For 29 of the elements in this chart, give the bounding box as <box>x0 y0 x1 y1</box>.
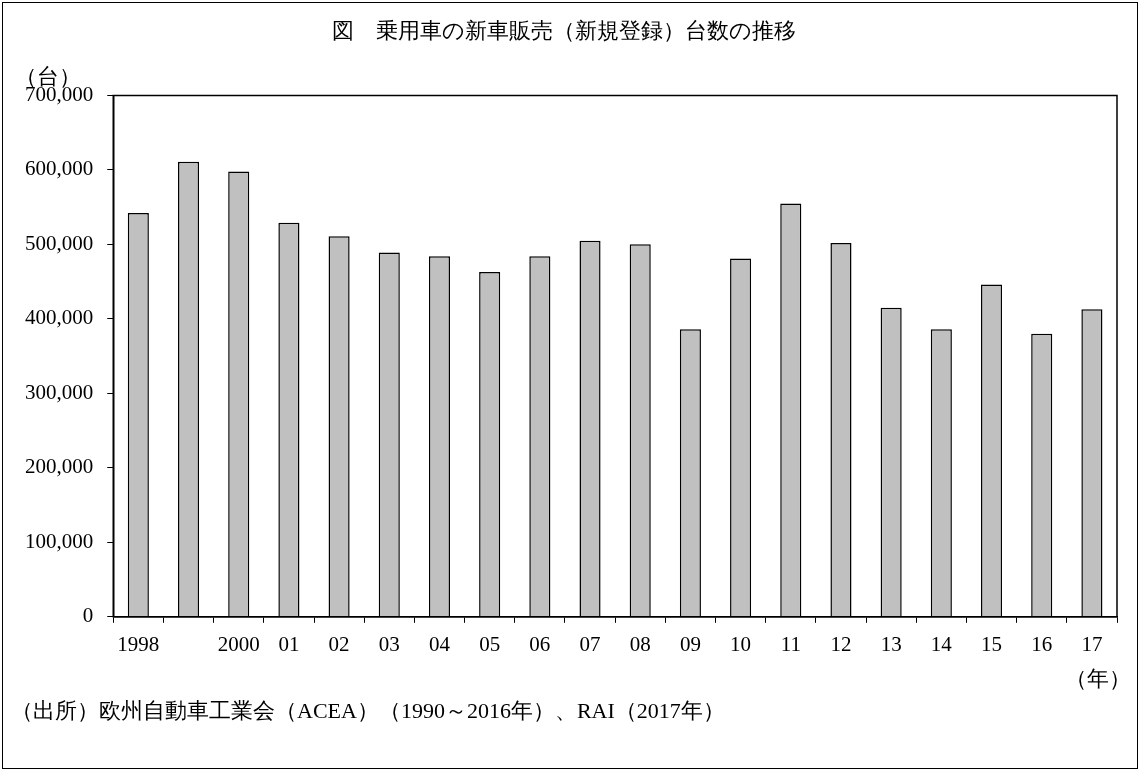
text: （出所）欧州自動車工業会（ACEA）（1990～2016年）、RAI（2017年） <box>11 697 725 723</box>
y-tick-label: 400,000 <box>25 305 94 330</box>
x-tick-label: 02 <box>328 631 350 656</box>
chart-title: 図 乗用車の新車販売（新規登録）台数の推移 <box>332 17 796 43</box>
y-tick-label: 500,000 <box>25 230 94 255</box>
x-tick-label: 08 <box>629 631 651 656</box>
x-tick-label: 11 <box>780 631 801 656</box>
x-tick-label: 01 <box>278 631 300 656</box>
y-tick-label: 200,000 <box>25 454 94 479</box>
x-tick-label: 14 <box>930 631 953 656</box>
x-tick-label: 17 <box>1081 631 1103 656</box>
x-tick-label: 2000 <box>217 631 260 656</box>
x-tick-label: 03 <box>378 631 400 656</box>
x-tick-label: 13 <box>880 631 902 656</box>
x-tick-label: 1998 <box>117 631 160 656</box>
y-tick-label: 600,000 <box>25 156 94 181</box>
x-tick-label: 05 <box>479 631 501 656</box>
x-tick-label: 09 <box>679 631 701 656</box>
x-tick-label: 12 <box>830 631 852 656</box>
x-tick-label: 10 <box>730 631 752 656</box>
x-axis-title: （年） <box>1065 665 1131 691</box>
x-tick-label: 16 <box>1031 631 1053 656</box>
y-tick-label: 0 <box>82 603 94 628</box>
x-tick-label: 15 <box>981 631 1003 656</box>
x-tick-label: 07 <box>579 631 601 656</box>
x-tick-label: 06 <box>529 631 551 656</box>
x-tick-label: 04 <box>428 631 451 656</box>
y-tick-label: 300,000 <box>25 379 94 404</box>
y-tick-label: 100,000 <box>25 528 94 553</box>
